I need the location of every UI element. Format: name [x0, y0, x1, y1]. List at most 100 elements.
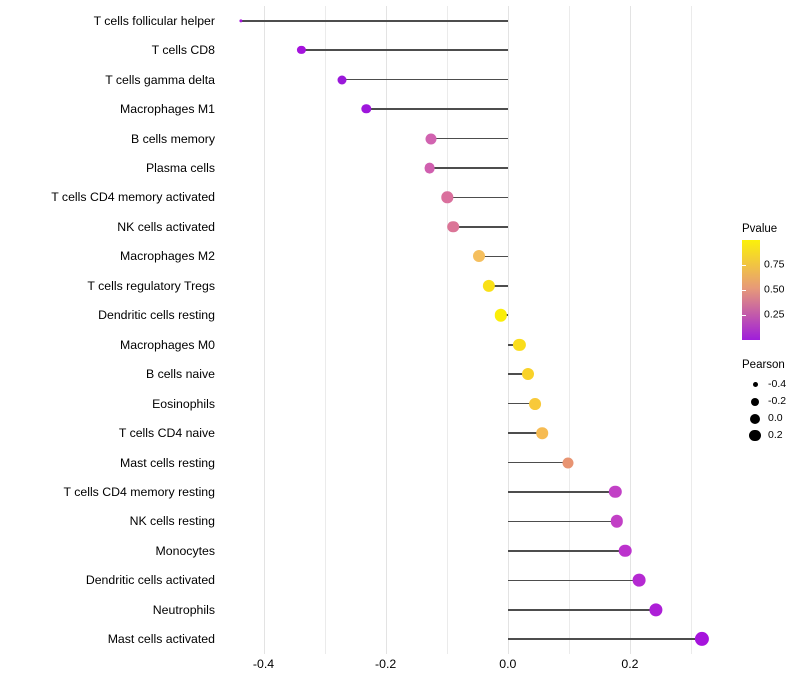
lollipop-row	[222, 183, 735, 212]
y-axis-label: Dendritic cells resting	[98, 308, 215, 323]
lollipop-row	[222, 301, 735, 330]
gridline-major	[507, 6, 509, 654]
lollipop-stem	[507, 550, 626, 552]
size-legend-marker-cell	[742, 397, 768, 406]
colorbar-tick	[742, 265, 746, 266]
lollipop-row	[222, 212, 735, 241]
y-axis-label: B cells memory	[130, 131, 215, 146]
colorbar-tick-label: 0.75	[764, 258, 785, 271]
legend-title-pearson: Pearson	[742, 359, 785, 371]
lollipop-row	[222, 507, 735, 536]
lollipop-row	[222, 595, 735, 624]
size-legend-label: -0.4	[768, 378, 787, 390]
colorbar-tick-label: 0.50	[764, 283, 785, 296]
size-legend-row: 0.0	[742, 410, 800, 427]
lollipop-row	[222, 153, 735, 182]
size-legend-marker	[751, 397, 759, 406]
lollipop-stem	[240, 19, 508, 22]
lollipop-stem	[507, 461, 568, 464]
y-axis-label: Macrophages M2	[119, 249, 215, 264]
lollipop-point[interactable]	[649, 603, 663, 617]
lollipop-point[interactable]	[529, 397, 542, 410]
lollipop-stem	[507, 432, 542, 434]
lollipop-point[interactable]	[337, 75, 347, 85]
size-legend-row: 0.2	[742, 427, 800, 444]
y-axis-label: Neutrophils	[152, 602, 215, 617]
colorbar-gradient	[742, 240, 760, 340]
colorbar-tick	[742, 290, 746, 291]
y-axis-label: T cells follicular helper	[93, 13, 215, 28]
lollipop-stem	[429, 167, 508, 169]
lollipop-point[interactable]	[441, 191, 454, 204]
lollipop-stem	[341, 78, 508, 81]
x-axis-tick-label: 0.0	[499, 657, 517, 671]
y-axis-label: Plasma cells	[145, 161, 215, 175]
lollipop-stem	[507, 609, 657, 611]
lollipop-point[interactable]	[424, 162, 436, 174]
size-legend-marker-cell	[742, 429, 768, 442]
size-legend-marker-cell	[742, 382, 768, 387]
y-axis-label: Macrophages M1	[119, 102, 215, 117]
y-axis-label: T cells CD4 memory activated	[51, 190, 215, 205]
lollipop-point[interactable]	[482, 279, 496, 292]
y-axis-label: T cells CD8	[151, 43, 215, 58]
lollipop-point[interactable]	[297, 46, 306, 55]
lollipop-stem	[366, 108, 508, 110]
lollipop-point[interactable]	[447, 221, 460, 233]
gridline-major	[263, 6, 265, 654]
lollipop-point[interactable]	[361, 104, 371, 114]
lollipop-point[interactable]	[618, 544, 632, 558]
gridline-minor	[691, 6, 693, 654]
x-axis: -0.4 -0.2 0.0 0.2	[222, 656, 735, 680]
lollipop-point[interactable]	[562, 457, 574, 469]
lollipop-point[interactable]	[694, 632, 710, 647]
y-axis-label: Mast cells activated	[107, 632, 215, 647]
gridline-minor	[568, 6, 570, 654]
lollipop-row	[222, 359, 735, 388]
lollipop-stem	[507, 638, 702, 641]
lollipop-row	[222, 271, 735, 300]
lollipop-row	[222, 477, 735, 506]
lollipop-point[interactable]	[472, 250, 485, 263]
lollipop-stem	[507, 402, 536, 405]
y-axis-label: T cells CD4 naive	[118, 426, 215, 441]
y-axis-label: NK cells resting	[129, 514, 215, 529]
lollipop-stem	[431, 137, 508, 140]
lollipop-stem	[447, 196, 508, 199]
gridline-minor	[446, 6, 448, 654]
y-axis-label: B cells naive	[145, 367, 215, 382]
y-axis-label: NK cells activated	[117, 219, 215, 234]
lollipop-point[interactable]	[239, 19, 243, 23]
lollipop-point[interactable]	[632, 573, 646, 587]
size-legend-marker-cell	[742, 413, 768, 424]
lollipop-stem	[301, 49, 508, 51]
lollipop-stem	[453, 226, 508, 228]
gridline-minor	[324, 6, 326, 654]
lollipop-point[interactable]	[521, 368, 534, 381]
legend-title-pvalue: Pvalue	[742, 223, 778, 235]
lollipop-point[interactable]	[610, 515, 623, 528]
lollipop-stem	[507, 373, 528, 375]
lollipop-point[interactable]	[494, 309, 508, 322]
size-legend-label: -0.2	[768, 395, 787, 407]
y-axis-label: T cells regulatory Tregs	[87, 278, 215, 293]
lollipop-row	[222, 242, 735, 271]
lollipop-row	[222, 448, 735, 477]
lollipop-point[interactable]	[513, 338, 526, 351]
lollipop-row	[222, 536, 735, 565]
lollipop-row	[222, 6, 735, 35]
lollipop-point[interactable]	[425, 133, 437, 145]
lollipop-stem	[488, 285, 508, 287]
lollipop-point[interactable]	[536, 427, 548, 439]
y-axis-label: T cells gamma delta	[105, 72, 215, 87]
size-legend-marker	[749, 429, 761, 442]
lollipop-row	[222, 124, 735, 153]
y-axis-label: T cells CD4 memory resting	[63, 485, 215, 499]
lollipop-point[interactable]	[609, 485, 622, 499]
lollipop-row	[222, 389, 735, 418]
y-axis-label: Eosinophils	[152, 396, 215, 411]
lollipop-stem	[507, 579, 640, 582]
lollipop-row	[222, 418, 735, 447]
size-legend-marker	[752, 382, 758, 387]
